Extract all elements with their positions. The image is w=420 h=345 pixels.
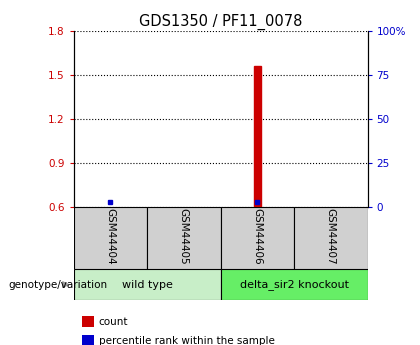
Text: genotype/variation: genotype/variation [8,280,108,289]
Bar [220,269,368,300]
Text: count: count [99,317,128,326]
Text: percentile rank within the sample: percentile rank within the sample [99,336,275,345]
Text: GSM44404: GSM44404 [105,208,115,265]
Text: GSM44407: GSM44407 [326,208,336,265]
Bar [147,207,220,269]
Bar [74,207,147,269]
Bar [74,269,220,300]
Text: delta_sir2 knockout: delta_sir2 knockout [239,279,349,290]
Bar [254,66,261,207]
Text: GSM44406: GSM44406 [252,208,262,265]
Text: wild type: wild type [121,280,173,289]
Bar [220,207,294,269]
Title: GDS1350 / PF11_0078: GDS1350 / PF11_0078 [139,13,302,30]
Bar [294,207,368,269]
Text: GSM44405: GSM44405 [179,208,189,265]
